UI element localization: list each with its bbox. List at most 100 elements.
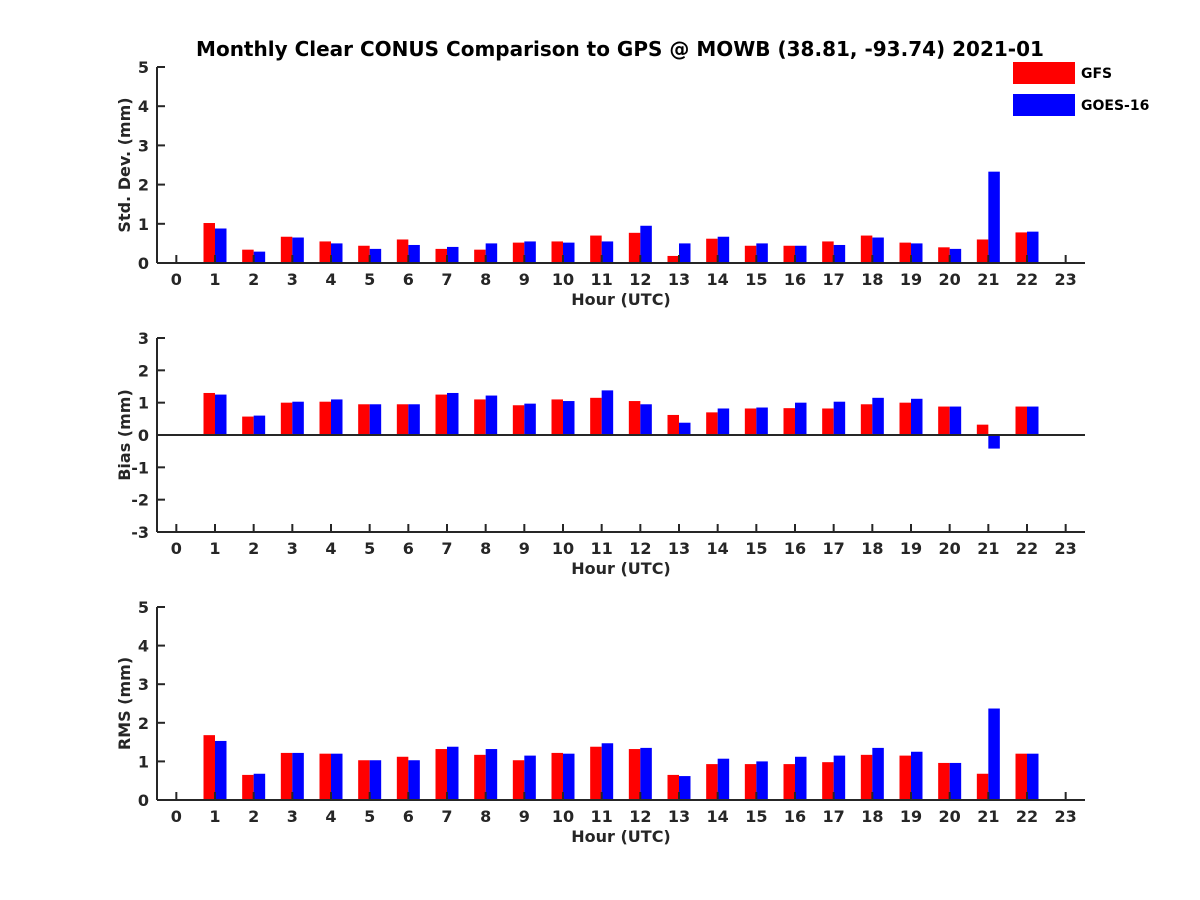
bar-goes-16-hour-14 <box>717 236 730 263</box>
bar-gfs-hour-10 <box>551 241 563 263</box>
x-tick-label: 12 <box>629 807 651 826</box>
bar-gfs-hour-1 <box>203 223 215 263</box>
bar-gfs-hour-12 <box>628 232 641 263</box>
x-tick-label: 18 <box>861 270 883 289</box>
x-tick-label: 4 <box>325 807 336 826</box>
bar-gfs-hour-6 <box>396 756 409 800</box>
bar-gfs-hour-20 <box>938 247 950 263</box>
x-tick-label: 23 <box>1055 807 1077 826</box>
bar-gfs-hour-22 <box>1015 406 1027 435</box>
bar-gfs-hour-19 <box>899 402 911 435</box>
bar-goes-16-hour-13 <box>679 243 691 263</box>
bar-gfs-hour-11 <box>590 397 602 435</box>
x-tick-label: 10 <box>552 539 574 558</box>
x-tick-label: 22 <box>1016 539 1038 558</box>
x-tick-label: 15 <box>745 807 767 826</box>
bar-goes-16-hour-5 <box>369 760 382 800</box>
bar-gfs-hour-15 <box>744 764 757 800</box>
bar-gfs-hour-19 <box>899 242 911 263</box>
x-tick-label: 9 <box>519 539 530 558</box>
bar-gfs-hour-16 <box>783 408 795 435</box>
bar-goes-16-hour-11 <box>601 390 614 435</box>
bar-goes-16-hour-8 <box>485 749 498 800</box>
bar-gfs-hour-5 <box>358 245 370 263</box>
x-tick-label: 18 <box>861 539 883 558</box>
bar-goes-16-hour-1 <box>215 740 227 800</box>
x-tick-label: 23 <box>1055 270 1077 289</box>
bar-gfs-hour-4 <box>319 401 331 435</box>
bar-gfs-hour-17 <box>822 762 834 800</box>
x-tick-label: 20 <box>939 270 961 289</box>
x-tick-label: 12 <box>629 539 651 558</box>
y-tick-label: 2 <box>138 176 149 195</box>
bar-goes-16-hour-15 <box>756 761 768 800</box>
legend-label-gfs: GFS <box>1081 66 1112 82</box>
y-tick-label: -1 <box>131 458 149 477</box>
x-tick-label: 8 <box>480 539 491 558</box>
bar-goes-16-hour-7 <box>447 746 459 800</box>
y-tick-label: 2 <box>138 714 149 733</box>
bar-gfs-hour-16 <box>783 245 795 263</box>
bar-gfs-hour-5 <box>358 760 370 800</box>
bar-goes-16-hour-21 <box>988 435 1000 449</box>
bar-gfs-hour-5 <box>358 404 370 435</box>
bar-goes-16-hour-11 <box>601 743 614 800</box>
bar-goes-16-hour-13 <box>679 422 691 435</box>
x-tick-label: 10 <box>552 270 574 289</box>
legend-swatch-gfs <box>1013 62 1075 84</box>
bar-goes-16-hour-18 <box>872 237 884 263</box>
x-tick-label: 10 <box>552 807 574 826</box>
bar-goes-16-hour-16 <box>795 756 807 800</box>
bar-gfs-hour-4 <box>319 753 331 800</box>
bar-goes-16-hour-8 <box>485 395 498 435</box>
x-tick-label: 20 <box>939 807 961 826</box>
y-tick-label: 0 <box>138 791 149 810</box>
bar-gfs-hour-17 <box>822 408 834 435</box>
bar-goes-16-hour-20 <box>949 406 962 435</box>
x-tick-label: 2 <box>248 807 259 826</box>
bar-goes-16-hour-6 <box>408 404 420 435</box>
x-tick-label: 7 <box>441 807 452 826</box>
bar-gfs-hour-6 <box>396 404 409 435</box>
bar-gfs-hour-2 <box>242 249 254 263</box>
y-axis-label: Std. Dev. (mm) <box>115 97 134 232</box>
x-tick-label: 15 <box>745 270 767 289</box>
bar-gfs-hour-10 <box>551 399 563 435</box>
bar-goes-16-hour-18 <box>872 747 884 800</box>
bar-gfs-hour-13 <box>667 414 679 435</box>
x-tick-label: 6 <box>403 807 414 826</box>
y-axis-label: RMS (mm) <box>115 657 134 750</box>
bar-goes-16-hour-21 <box>988 708 1000 800</box>
bar-goes-16-hour-10 <box>563 242 575 263</box>
bar-goes-16-hour-2 <box>253 773 266 800</box>
bar-gfs-hour-17 <box>822 241 834 263</box>
x-tick-label: 5 <box>364 539 375 558</box>
x-tick-label: 17 <box>823 807 845 826</box>
legend: GFS GOES-16 <box>1013 62 1149 116</box>
legend-label-goes-16: GOES-16 <box>1081 98 1149 114</box>
legend-swatch-goes-16 <box>1013 94 1075 116</box>
x-tick-label: 3 <box>287 807 298 826</box>
bar-gfs-hour-9 <box>512 405 525 435</box>
bar-gfs-hour-10 <box>551 752 563 800</box>
x-tick-label: 13 <box>668 807 690 826</box>
bar-goes-16-hour-2 <box>253 415 266 435</box>
x-tick-label: 1 <box>209 539 220 558</box>
x-tick-label: 18 <box>861 807 883 826</box>
bar-goes-16-hour-4 <box>331 243 343 263</box>
bar-goes-16-hour-19 <box>911 398 923 435</box>
x-tick-label: 9 <box>519 270 530 289</box>
x-tick-label: 14 <box>707 539 729 558</box>
bar-gfs-hour-7 <box>435 749 447 800</box>
x-axis-label: Hour (UTC) <box>571 559 671 578</box>
bar-goes-16-hour-1 <box>215 394 227 435</box>
bar-goes-16-hour-12 <box>640 404 652 435</box>
bar-gfs-hour-18 <box>860 404 873 435</box>
bar-gfs-hour-14 <box>706 412 718 435</box>
bar-goes-16-hour-18 <box>872 397 884 435</box>
bar-goes-16-hour-11 <box>601 241 614 263</box>
bar-gfs-hour-3 <box>280 236 293 263</box>
bar-goes-16-hour-14 <box>717 758 730 800</box>
